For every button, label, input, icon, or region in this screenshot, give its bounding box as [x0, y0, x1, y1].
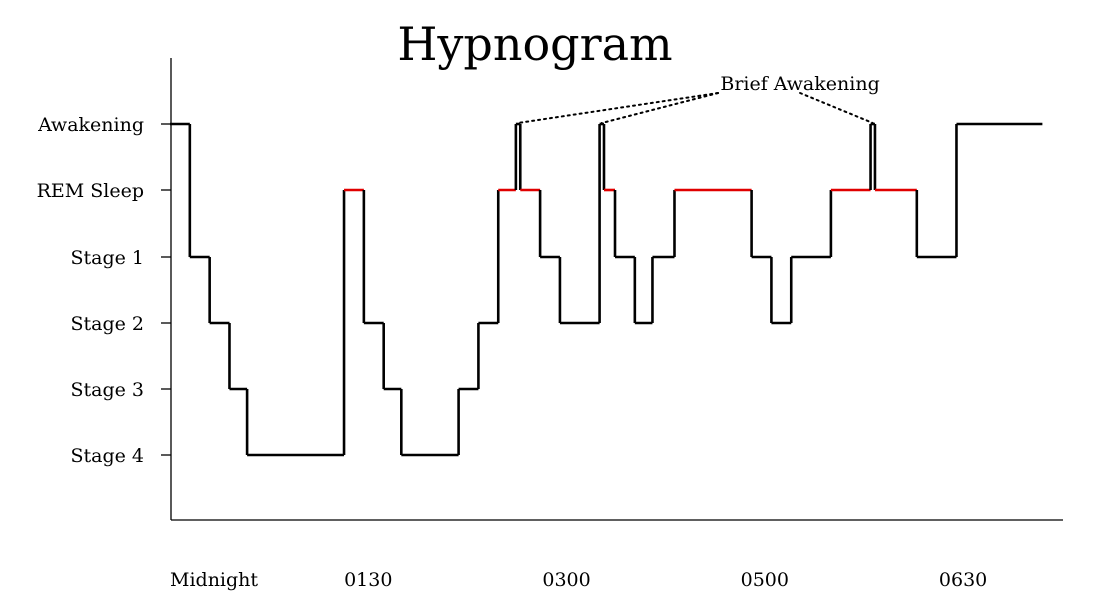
x-tick-label: 0500	[741, 569, 789, 591]
x-tick-label: 0130	[344, 569, 392, 591]
y-tick-label: Stage 3	[70, 379, 144, 401]
y-tick-label: Stage 4	[70, 445, 144, 467]
annotation-leader	[600, 92, 720, 124]
axes	[170, 58, 1063, 521]
y-tick-label: Stage 1	[70, 247, 144, 269]
annotations: Brief Awakening	[517, 73, 880, 124]
x-ticks: Midnight 0130 0300 0500 0630	[170, 569, 987, 591]
x-tick-label: Midnight	[170, 569, 258, 591]
annotation-leader	[799, 92, 874, 124]
x-tick-label: 0630	[939, 569, 987, 591]
y-tick-label: REM Sleep	[37, 180, 144, 202]
y-ticks: Stage 4 Stage 3 Stage 2 Stage 1 REM Sleep Awa…	[37, 114, 171, 467]
y-tick-label: Stage 2	[70, 313, 144, 335]
x-tick-label: 0300	[542, 569, 590, 591]
annotation-leader	[517, 92, 720, 124]
hypnogram-series	[170, 122, 1043, 457]
y-tick-label: Awakening	[37, 114, 144, 136]
chart-title: Hypnogram	[397, 17, 672, 71]
annotation-label: Brief Awakening	[720, 73, 879, 95]
